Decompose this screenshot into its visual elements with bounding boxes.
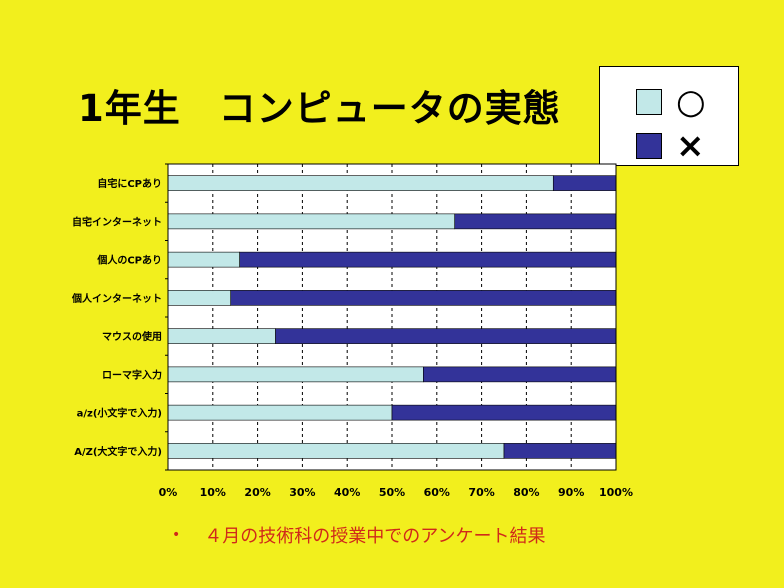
legend-item-x: × bbox=[636, 129, 705, 163]
legend-label-x: × bbox=[676, 126, 705, 166]
slide-title: 1年生 コンピュータの実態 bbox=[78, 87, 561, 130]
category-label: 個人のCPあり bbox=[96, 254, 162, 267]
caption: • ４月の技術科の授業中でのアンケート結果 bbox=[172, 522, 546, 548]
category-label: a/z(小文字で入力) bbox=[77, 407, 162, 420]
category-label: 個人インターネット bbox=[71, 292, 162, 305]
bar-o bbox=[167, 213, 456, 230]
bar-o bbox=[167, 328, 276, 344]
x-tick-label: 80% bbox=[513, 486, 539, 499]
bar-o bbox=[167, 290, 232, 306]
bar-x bbox=[391, 404, 617, 421]
legend-item-o: ○ bbox=[636, 85, 706, 119]
bar-x bbox=[552, 175, 617, 191]
bar-x bbox=[230, 290, 617, 306]
x-tick-label: 40% bbox=[334, 486, 360, 499]
caption-text: ４月の技術科の授業中でのアンケート結果 bbox=[204, 526, 546, 547]
x-tick-label: 90% bbox=[558, 486, 584, 499]
x-tick-label: 70% bbox=[468, 486, 494, 499]
category-label: マウスの使用 bbox=[102, 330, 162, 343]
x-tick-label: 30% bbox=[289, 486, 315, 499]
bar-x bbox=[275, 328, 617, 344]
x-tick-label: 0% bbox=[159, 486, 178, 499]
x-tick-label: 10% bbox=[200, 486, 226, 499]
x-tick-label: 50% bbox=[379, 486, 405, 499]
legend-swatch-o bbox=[636, 89, 662, 115]
chart-legend: ○ × bbox=[599, 66, 739, 166]
category-label: 自宅インターネット bbox=[72, 215, 162, 228]
plot-border bbox=[167, 163, 617, 471]
bar-o bbox=[167, 251, 240, 268]
bar-x bbox=[239, 251, 617, 268]
category-label: ローマ字入力 bbox=[102, 368, 162, 381]
bar-x bbox=[503, 443, 617, 459]
bar-o bbox=[167, 404, 393, 421]
bar-x bbox=[423, 366, 617, 383]
category-label: 自宅にCPあり bbox=[97, 177, 162, 190]
x-tick-label: 20% bbox=[244, 486, 270, 499]
bar-o bbox=[167, 175, 554, 191]
caption-bullet: • bbox=[172, 527, 181, 543]
legend-label-o: ○ bbox=[676, 82, 706, 122]
legend-swatch-x bbox=[636, 133, 662, 159]
x-tick-label: 100% bbox=[599, 486, 633, 499]
category-label: A/Z(大文字で入力) bbox=[74, 445, 162, 458]
bar-o bbox=[167, 366, 424, 383]
bar-x bbox=[454, 213, 617, 230]
x-tick-label: 60% bbox=[424, 486, 450, 499]
bar-o bbox=[167, 443, 505, 459]
